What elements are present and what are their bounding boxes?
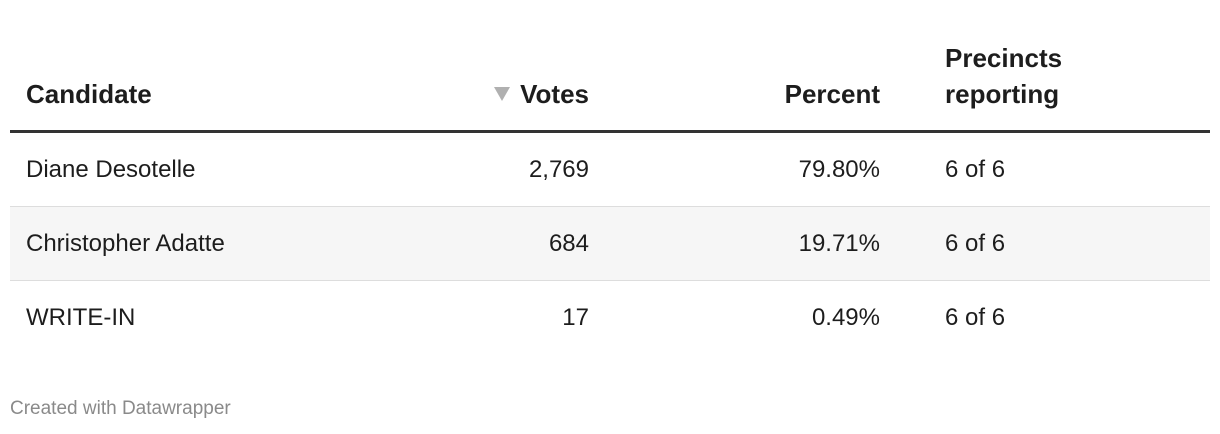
footer: Created with Datawrapper	[10, 398, 231, 419]
header-cell[interactable]: Votes	[440, 40, 605, 133]
header-row: Candidate Votes Percent Precincts report…	[10, 40, 1210, 133]
table-cell: WRITE-IN	[26, 303, 136, 331]
table-row: Christopher Adatte 684 19.71% 6 of 6	[10, 206, 1210, 281]
table-cell: 684	[440, 206, 605, 281]
table-row: Diane Desotelle 2,769 79.80% 6 of 6	[10, 131, 1210, 207]
table-cell: 19.71%	[605, 206, 929, 281]
header-text: Votes	[520, 79, 589, 109]
table-row: WRITE-IN 17 0.49% 6 of 6	[10, 281, 1210, 355]
table-cell: 17	[562, 303, 589, 331]
table-cell: 6 of 6	[929, 131, 1210, 207]
table-cell: Christopher Adatte	[10, 206, 440, 281]
table-cell: 6 of 6	[929, 206, 1210, 281]
header-cell[interactable]: Precincts reporting	[929, 40, 1210, 133]
table-cell: Diane Desotelle	[10, 131, 440, 207]
table-cell: 0.49%	[811, 303, 880, 331]
table-body: Diane Desotelle 2,769 79.80% 6 of 6 Christop…	[10, 131, 1210, 355]
table-cell: 79.80%	[605, 131, 929, 207]
sort-arrow	[494, 87, 511, 102]
results-table: Candidate Votes Percent Precincts report…	[10, 40, 1210, 354]
table-cell: 2,769	[440, 131, 605, 207]
table-cell: 6 of 6	[945, 303, 1006, 331]
header-cell[interactable]: Percent	[605, 40, 929, 133]
header-cell[interactable]: Candidate	[10, 40, 440, 133]
